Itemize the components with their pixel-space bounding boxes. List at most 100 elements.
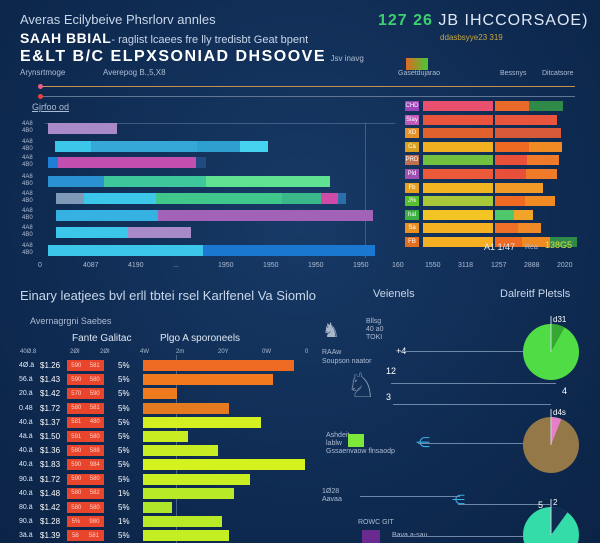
bar-segment[interactable] — [196, 157, 207, 168]
row-badge[interactable]: J% — [405, 196, 419, 207]
bar[interactable] — [55, 193, 347, 204]
timeline-dot[interactable] — [38, 84, 43, 89]
bar-segment[interactable] — [206, 176, 331, 187]
bar[interactable] — [495, 169, 557, 179]
table-row[interactable]: 4ä.ä $1.50 591 580 5% — [0, 431, 320, 443]
bar[interactable] — [423, 114, 493, 125]
bar[interactable] — [495, 155, 559, 166]
bar[interactable] — [143, 445, 218, 457]
row-badge[interactable]: Ca — [405, 141, 419, 152]
bar-segment[interactable] — [47, 245, 203, 256]
bar[interactable] — [495, 101, 563, 111]
timeline-dot[interactable] — [38, 94, 43, 99]
table-row[interactable]: 40.ä $1.37 581 480 5% — [0, 416, 320, 429]
bar-segment[interactable] — [196, 141, 240, 152]
bar[interactable] — [423, 169, 493, 179]
bar-segment[interactable] — [495, 155, 527, 166]
bar[interactable] — [143, 374, 273, 386]
bar[interactable] — [143, 431, 189, 442]
bar-segment[interactable] — [55, 227, 129, 238]
bar[interactable] — [143, 516, 223, 528]
pie-slice[interactable] — [551, 417, 562, 445]
bar[interactable] — [423, 209, 493, 220]
bar-segment[interactable] — [47, 123, 118, 134]
bar-segment[interactable] — [57, 157, 197, 168]
table-row[interactable]: 20.ä $1.42 570 590 5% — [0, 388, 320, 400]
pie-slice[interactable] — [551, 507, 568, 535]
table-row[interactable]: 56.ä $1.43 590 580 5% — [0, 374, 320, 386]
bar-segment[interactable] — [495, 128, 561, 139]
bar-segment[interactable] — [495, 101, 529, 111]
bar-segment[interactable] — [239, 141, 268, 152]
bar-segment[interactable] — [529, 101, 563, 111]
bar[interactable] — [495, 114, 557, 125]
bar-segment[interactable] — [495, 182, 543, 193]
row-badge[interactable]: FB — [405, 237, 419, 247]
bar[interactable] — [143, 402, 229, 414]
bar[interactable] — [47, 176, 331, 187]
bar[interactable] — [423, 101, 493, 111]
bar[interactable] — [495, 141, 562, 152]
row-badge[interactable]: Fb — [405, 182, 419, 193]
bar-segment[interactable] — [54, 141, 92, 152]
bar[interactable] — [423, 128, 493, 139]
bar[interactable] — [47, 245, 375, 256]
bar-segment[interactable] — [47, 176, 104, 187]
bar-segment[interactable] — [83, 193, 157, 204]
bar-segment[interactable] — [495, 114, 557, 125]
bar[interactable] — [54, 141, 268, 152]
bar[interactable] — [47, 157, 207, 168]
bar[interactable] — [423, 182, 493, 193]
bar[interactable] — [143, 360, 294, 371]
bar[interactable] — [495, 128, 561, 139]
bar-segment[interactable] — [156, 193, 282, 204]
table-row[interactable]: 40.ä $1.36 580 588 5% — [0, 445, 320, 457]
bar[interactable] — [423, 237, 493, 247]
bar[interactable] — [143, 459, 305, 471]
bar[interactable] — [143, 473, 250, 485]
bar-segment[interactable] — [528, 141, 562, 152]
bar[interactable] — [423, 223, 493, 234]
bar[interactable] — [495, 182, 543, 193]
bar[interactable] — [55, 210, 373, 221]
bar[interactable] — [143, 487, 234, 499]
row-badge[interactable]: Slay — [405, 114, 419, 125]
bar[interactable] — [143, 502, 173, 513]
bar-segment[interactable] — [495, 223, 518, 234]
table-row[interactable]: 40.ä $1.83 590 984 5% — [0, 459, 320, 471]
row-badge[interactable]: CHD — [405, 101, 419, 111]
bar-segment[interactable] — [55, 193, 84, 204]
bar-segment[interactable] — [495, 237, 523, 247]
bar[interactable] — [423, 196, 493, 207]
bar-segment[interactable] — [55, 210, 159, 221]
bar-segment[interactable] — [522, 237, 550, 247]
bar-segment[interactable] — [549, 237, 577, 247]
table-row[interactable]: 90.ä $1.72 590 580 5% — [0, 473, 320, 486]
bar[interactable] — [423, 141, 493, 152]
bar-segment[interactable] — [495, 196, 525, 207]
bar-segment[interactable] — [128, 227, 192, 238]
bar-segment[interactable] — [525, 196, 555, 207]
row-badge[interactable]: hal — [405, 209, 419, 220]
bar-segment[interactable] — [337, 193, 347, 204]
bar-segment[interactable] — [47, 157, 58, 168]
bar[interactable] — [423, 155, 493, 166]
bar-segment[interactable] — [321, 193, 338, 204]
bar[interactable] — [495, 196, 555, 207]
table-row[interactable]: 0.48 $1.72 580 581 5% — [0, 402, 320, 415]
bar-segment[interactable] — [281, 193, 322, 204]
row-badge[interactable]: Pld — [405, 169, 419, 179]
pie-slice[interactable] — [551, 324, 565, 352]
bar-segment[interactable] — [526, 169, 557, 179]
bar[interactable] — [143, 530, 229, 542]
bar[interactable] — [143, 416, 262, 428]
row-badge[interactable]: Sa — [405, 223, 419, 234]
bar-segment[interactable] — [527, 155, 559, 166]
bar[interactable] — [47, 123, 118, 134]
bar[interactable] — [495, 223, 541, 234]
table-row[interactable]: 90.ä $1.28 5% 980 1% — [0, 516, 320, 528]
row-badge[interactable]: XD — [405, 128, 419, 139]
table-row[interactable]: 40.ä $1.48 580 582 1% — [0, 487, 320, 500]
bar[interactable] — [55, 227, 192, 238]
bar[interactable] — [495, 237, 577, 247]
